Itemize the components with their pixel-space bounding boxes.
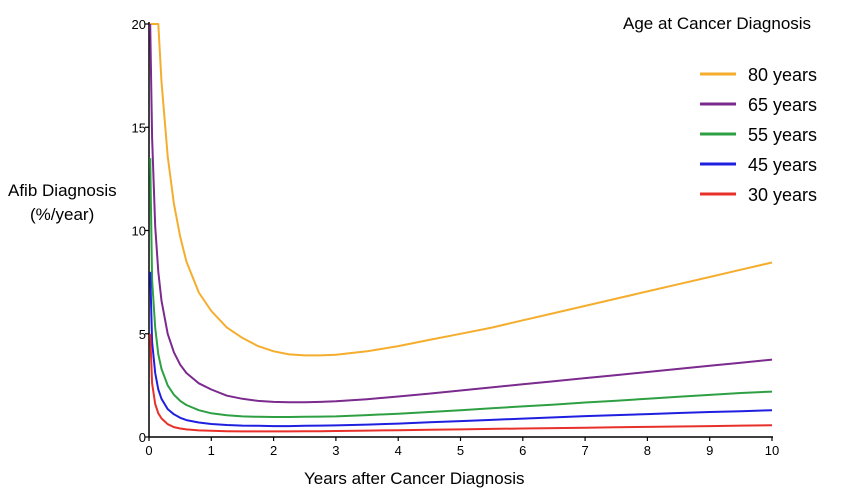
y-tick-label: 0: [139, 430, 146, 445]
x-tick-label: 10: [765, 443, 779, 458]
x-axis-title: Years after Cancer Diagnosis: [304, 469, 525, 488]
x-tick-label: 8: [644, 443, 651, 458]
x-tick-label: 1: [208, 443, 215, 458]
x-tick-label: 7: [581, 443, 588, 458]
axis-labels: Afib Diagnosis (%/year) Years after Canc…: [8, 181, 525, 488]
y-axis-title-line1: Afib Diagnosis: [8, 181, 117, 200]
y-tick-label: 20: [132, 17, 146, 32]
series-line-4: [149, 333, 773, 433]
legend-label-0: 80 years: [748, 65, 817, 85]
x-tick-label: 9: [706, 443, 713, 458]
legend-title: Age at Cancer Diagnosis: [623, 14, 811, 33]
y-tick-label: 15: [132, 120, 146, 135]
x-tick-label: 6: [519, 443, 526, 458]
x-tick-label: 5: [457, 443, 464, 458]
x-tick-label: 4: [395, 443, 402, 458]
series-line-1: [149, 23, 773, 404]
x-tick-label: 2: [270, 443, 277, 458]
x-tick-label: 3: [332, 443, 339, 458]
series-line-0: [150, 23, 773, 357]
legend-label-1: 65 years: [748, 95, 817, 115]
series-line-2: [149, 158, 773, 418]
axes: 0 1 2 3 4 5 6 7 8 9 10 0 5 10 15 20: [132, 17, 780, 458]
y-axis-title-line2: (%/year): [30, 205, 94, 224]
legend-label-2: 55 years: [748, 125, 817, 145]
y-tick-label: 10: [132, 224, 146, 239]
legend-label-3: 45 years: [748, 155, 817, 175]
series-lines: [149, 23, 773, 433]
legend-label-4: 30 years: [748, 185, 817, 205]
x-tick-label: 0: [145, 443, 152, 458]
series-line-3: [149, 271, 773, 428]
legend: Age at Cancer Diagnosis 80 years 65 years…: [623, 14, 817, 205]
y-tick-label: 5: [139, 327, 146, 342]
